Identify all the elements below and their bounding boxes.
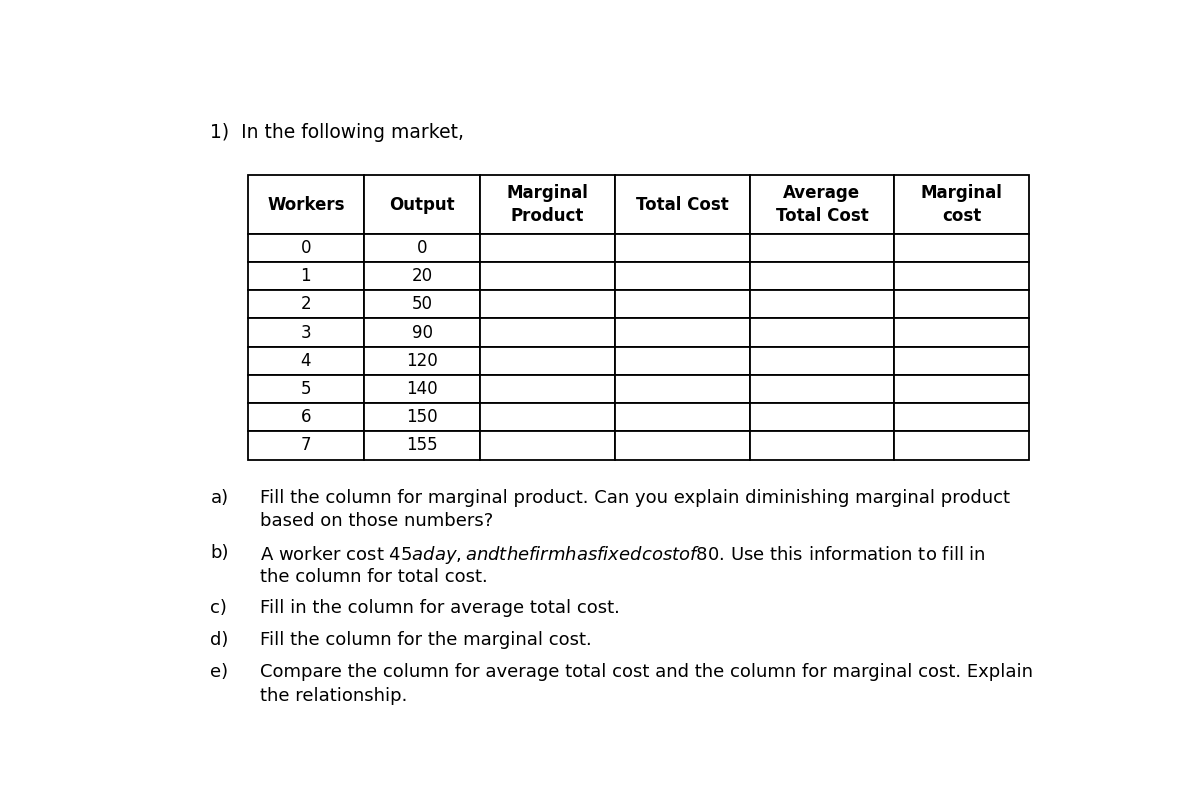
Text: 2: 2	[300, 296, 311, 313]
Bar	[750, 290, 894, 319]
Text: 150: 150	[407, 408, 438, 426]
Bar	[480, 403, 616, 431]
Text: 140: 140	[407, 380, 438, 398]
Bar	[364, 234, 480, 262]
Bar	[894, 234, 1028, 262]
Bar	[894, 290, 1028, 319]
Text: e): e)	[210, 663, 228, 681]
Text: the column for total cost.: the column for total cost.	[259, 567, 487, 586]
Bar	[894, 262, 1028, 290]
Bar	[480, 175, 616, 234]
Bar	[480, 234, 616, 262]
Text: 20: 20	[412, 267, 432, 285]
Bar	[480, 347, 616, 375]
Text: 90: 90	[412, 324, 432, 342]
Bar	[750, 375, 894, 403]
Text: 1: 1	[300, 267, 311, 285]
Text: Marginal
Product: Marginal Product	[506, 184, 588, 225]
Bar	[616, 319, 750, 347]
Text: 155: 155	[407, 437, 438, 454]
Bar	[364, 403, 480, 431]
Text: 120: 120	[406, 351, 438, 370]
Bar	[364, 262, 480, 290]
Bar	[247, 319, 364, 347]
Text: Fill in the column for average total cost.: Fill in the column for average total cos…	[259, 599, 619, 618]
Bar	[616, 290, 750, 319]
Bar	[894, 431, 1028, 460]
Text: Fill the column for the marginal cost.: Fill the column for the marginal cost.	[259, 631, 592, 650]
Bar	[894, 375, 1028, 403]
Bar	[364, 319, 480, 347]
Bar	[480, 262, 616, 290]
Bar	[894, 319, 1028, 347]
Bar	[247, 403, 364, 431]
Bar	[616, 234, 750, 262]
Text: 3: 3	[300, 324, 311, 342]
Bar	[616, 403, 750, 431]
Bar	[247, 431, 364, 460]
Bar	[750, 234, 894, 262]
Bar	[750, 347, 894, 375]
Text: Output: Output	[389, 195, 455, 214]
Bar	[616, 375, 750, 403]
Text: 50: 50	[412, 296, 432, 313]
Bar	[616, 262, 750, 290]
Text: Workers: Workers	[268, 195, 344, 214]
Bar	[894, 175, 1028, 234]
Text: Fill the column for marginal product. Can you explain diminishing marginal produ: Fill the column for marginal product. Ca…	[259, 489, 1009, 507]
Text: 0: 0	[300, 239, 311, 257]
Bar	[247, 234, 364, 262]
Bar	[616, 431, 750, 460]
Bar	[750, 431, 894, 460]
Bar	[364, 431, 480, 460]
Text: based on those numbers?: based on those numbers?	[259, 512, 493, 530]
Bar	[364, 175, 480, 234]
Bar	[364, 347, 480, 375]
Bar	[364, 290, 480, 319]
Bar	[750, 403, 894, 431]
Text: 6: 6	[300, 408, 311, 426]
Text: a): a)	[210, 489, 228, 507]
Bar	[247, 290, 364, 319]
Bar	[247, 262, 364, 290]
Text: the relationship.: the relationship.	[259, 687, 407, 705]
Text: 1)  In the following market,: 1) In the following market,	[210, 124, 464, 142]
Bar	[750, 175, 894, 234]
Bar	[480, 431, 616, 460]
Bar	[247, 375, 364, 403]
Bar	[616, 175, 750, 234]
Text: d): d)	[210, 631, 229, 650]
Bar	[750, 262, 894, 290]
Bar	[616, 347, 750, 375]
Bar	[750, 319, 894, 347]
Bar	[480, 319, 616, 347]
Bar	[894, 347, 1028, 375]
Text: c): c)	[210, 599, 227, 618]
Text: 4: 4	[300, 351, 311, 370]
Bar	[364, 375, 480, 403]
Text: Average
Total Cost: Average Total Cost	[775, 184, 869, 225]
Bar	[480, 375, 616, 403]
Text: A worker cost $45 a day, and the firm has fixed cost of $80. Use this informatio: A worker cost $45 a day, and the firm ha…	[259, 544, 985, 566]
Text: Compare the column for average total cost and the column for marginal cost. Expl: Compare the column for average total cos…	[259, 663, 1033, 681]
Text: b): b)	[210, 544, 229, 562]
Bar	[480, 290, 616, 319]
Bar	[247, 347, 364, 375]
Text: 0: 0	[416, 239, 427, 257]
Text: Total Cost: Total Cost	[636, 195, 728, 214]
Text: 7: 7	[300, 437, 311, 454]
Bar	[247, 175, 364, 234]
Text: 5: 5	[300, 380, 311, 398]
Bar	[894, 403, 1028, 431]
Text: Marginal
cost: Marginal cost	[920, 184, 1002, 225]
